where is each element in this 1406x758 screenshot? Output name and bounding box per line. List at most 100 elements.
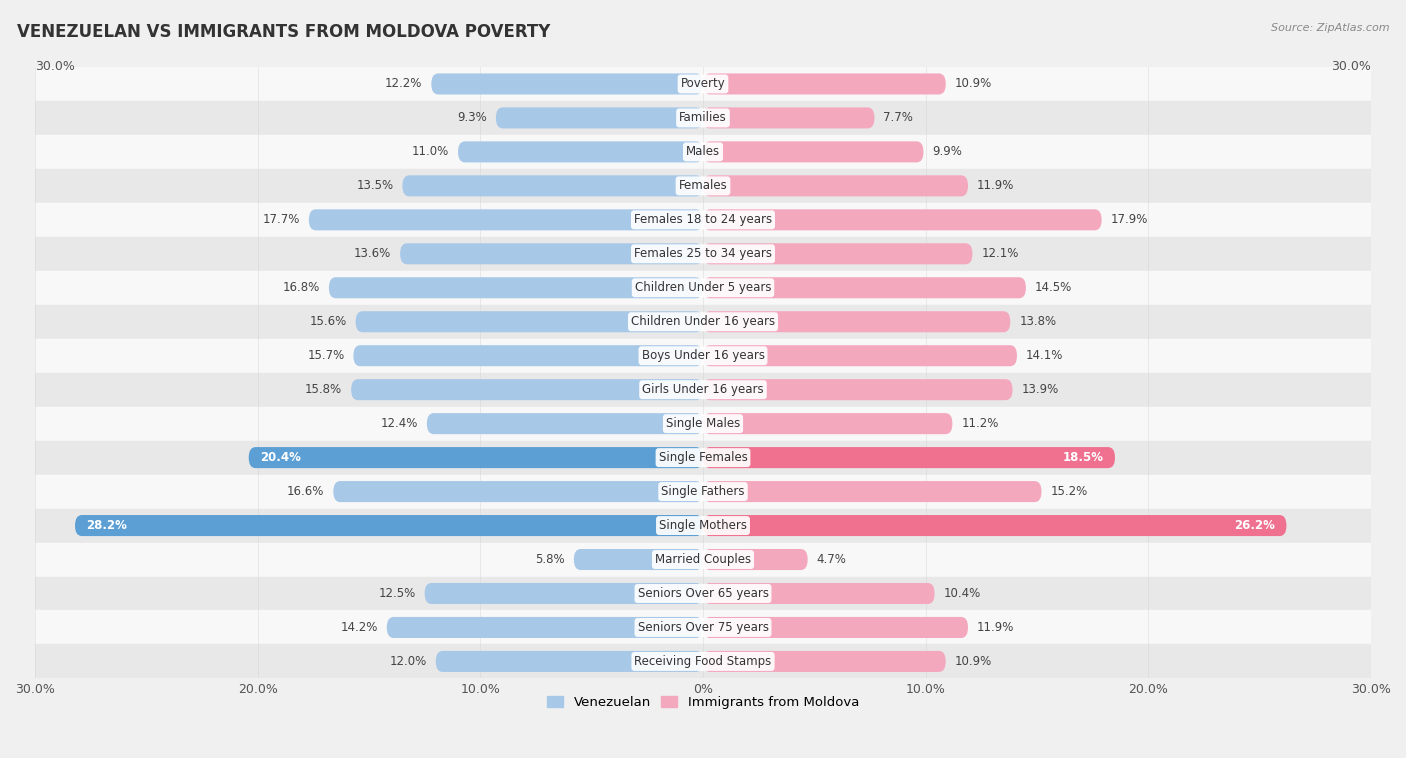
Bar xyxy=(35,406,1371,440)
Text: Single Females: Single Females xyxy=(658,451,748,464)
Text: 9.9%: 9.9% xyxy=(932,146,962,158)
Text: Seniors Over 75 years: Seniors Over 75 years xyxy=(637,621,769,634)
Text: 7.7%: 7.7% xyxy=(883,111,914,124)
Text: 12.2%: 12.2% xyxy=(385,77,422,90)
FancyBboxPatch shape xyxy=(703,243,973,265)
FancyBboxPatch shape xyxy=(703,312,1011,332)
Text: VENEZUELAN VS IMMIGRANTS FROM MOLDOVA POVERTY: VENEZUELAN VS IMMIGRANTS FROM MOLDOVA PO… xyxy=(17,23,550,41)
Text: Single Mothers: Single Mothers xyxy=(659,519,747,532)
Bar xyxy=(35,610,1371,644)
FancyBboxPatch shape xyxy=(432,74,703,95)
FancyBboxPatch shape xyxy=(436,651,703,672)
Text: 11.9%: 11.9% xyxy=(977,621,1014,634)
Text: 16.8%: 16.8% xyxy=(283,281,321,294)
Bar xyxy=(35,203,1371,236)
FancyBboxPatch shape xyxy=(333,481,703,502)
Bar xyxy=(35,509,1371,543)
FancyBboxPatch shape xyxy=(458,141,703,162)
Text: Children Under 16 years: Children Under 16 years xyxy=(631,315,775,328)
Text: 12.5%: 12.5% xyxy=(378,587,416,600)
Text: 13.6%: 13.6% xyxy=(354,247,391,260)
FancyBboxPatch shape xyxy=(703,379,1012,400)
Text: 5.8%: 5.8% xyxy=(536,553,565,566)
FancyBboxPatch shape xyxy=(703,617,967,638)
Text: Females 25 to 34 years: Females 25 to 34 years xyxy=(634,247,772,260)
FancyBboxPatch shape xyxy=(401,243,703,265)
FancyBboxPatch shape xyxy=(574,549,703,570)
Text: 15.6%: 15.6% xyxy=(309,315,347,328)
Bar xyxy=(35,339,1371,373)
Text: Females: Females xyxy=(679,180,727,193)
Text: Married Couples: Married Couples xyxy=(655,553,751,566)
Text: 11.0%: 11.0% xyxy=(412,146,449,158)
Text: 17.9%: 17.9% xyxy=(1111,213,1147,227)
Text: 10.9%: 10.9% xyxy=(955,77,991,90)
Text: Families: Families xyxy=(679,111,727,124)
Text: 14.1%: 14.1% xyxy=(1026,349,1063,362)
Text: Girls Under 16 years: Girls Under 16 years xyxy=(643,384,763,396)
FancyBboxPatch shape xyxy=(387,617,703,638)
FancyBboxPatch shape xyxy=(496,108,703,128)
FancyBboxPatch shape xyxy=(703,141,924,162)
FancyBboxPatch shape xyxy=(353,345,703,366)
FancyBboxPatch shape xyxy=(703,209,1102,230)
FancyBboxPatch shape xyxy=(703,549,807,570)
Text: 17.7%: 17.7% xyxy=(263,213,299,227)
Text: Boys Under 16 years: Boys Under 16 years xyxy=(641,349,765,362)
Text: 14.2%: 14.2% xyxy=(340,621,378,634)
Text: Single Fathers: Single Fathers xyxy=(661,485,745,498)
Text: 11.2%: 11.2% xyxy=(962,417,998,430)
Text: 10.4%: 10.4% xyxy=(943,587,981,600)
Bar xyxy=(35,644,1371,678)
Legend: Venezuelan, Immigrants from Moldova: Venezuelan, Immigrants from Moldova xyxy=(541,691,865,715)
FancyBboxPatch shape xyxy=(703,481,1042,502)
Text: 18.5%: 18.5% xyxy=(1063,451,1104,464)
Text: 15.2%: 15.2% xyxy=(1050,485,1088,498)
Text: 12.1%: 12.1% xyxy=(981,247,1019,260)
Text: 16.6%: 16.6% xyxy=(287,485,325,498)
Text: 30.0%: 30.0% xyxy=(1331,60,1371,74)
Text: Receiving Food Stamps: Receiving Food Stamps xyxy=(634,655,772,668)
Text: 15.8%: 15.8% xyxy=(305,384,342,396)
Text: 13.8%: 13.8% xyxy=(1019,315,1056,328)
FancyBboxPatch shape xyxy=(75,515,703,536)
Text: 11.9%: 11.9% xyxy=(977,180,1014,193)
Text: Children Under 5 years: Children Under 5 years xyxy=(634,281,772,294)
Text: 13.5%: 13.5% xyxy=(356,180,394,193)
Text: Single Males: Single Males xyxy=(666,417,740,430)
FancyBboxPatch shape xyxy=(356,312,703,332)
Text: 14.5%: 14.5% xyxy=(1035,281,1071,294)
Text: 9.3%: 9.3% xyxy=(457,111,486,124)
Text: Poverty: Poverty xyxy=(681,77,725,90)
Bar xyxy=(35,475,1371,509)
Bar xyxy=(35,577,1371,610)
FancyBboxPatch shape xyxy=(703,277,1026,299)
FancyBboxPatch shape xyxy=(402,175,703,196)
Text: Males: Males xyxy=(686,146,720,158)
Text: 12.0%: 12.0% xyxy=(389,655,427,668)
Bar xyxy=(35,373,1371,406)
Bar xyxy=(35,271,1371,305)
FancyBboxPatch shape xyxy=(703,413,952,434)
Bar xyxy=(35,440,1371,475)
FancyBboxPatch shape xyxy=(703,108,875,128)
Bar xyxy=(35,67,1371,101)
FancyBboxPatch shape xyxy=(703,447,1115,468)
Bar xyxy=(35,101,1371,135)
Bar xyxy=(35,169,1371,203)
Text: 13.9%: 13.9% xyxy=(1021,384,1059,396)
Text: 26.2%: 26.2% xyxy=(1234,519,1275,532)
Text: Source: ZipAtlas.com: Source: ZipAtlas.com xyxy=(1271,23,1389,33)
FancyBboxPatch shape xyxy=(703,74,946,95)
Bar xyxy=(35,305,1371,339)
FancyBboxPatch shape xyxy=(703,175,967,196)
Bar xyxy=(35,135,1371,169)
Text: 28.2%: 28.2% xyxy=(86,519,127,532)
FancyBboxPatch shape xyxy=(329,277,703,299)
Bar xyxy=(35,543,1371,577)
FancyBboxPatch shape xyxy=(425,583,703,604)
FancyBboxPatch shape xyxy=(703,583,935,604)
FancyBboxPatch shape xyxy=(352,379,703,400)
FancyBboxPatch shape xyxy=(427,413,703,434)
FancyBboxPatch shape xyxy=(249,447,703,468)
